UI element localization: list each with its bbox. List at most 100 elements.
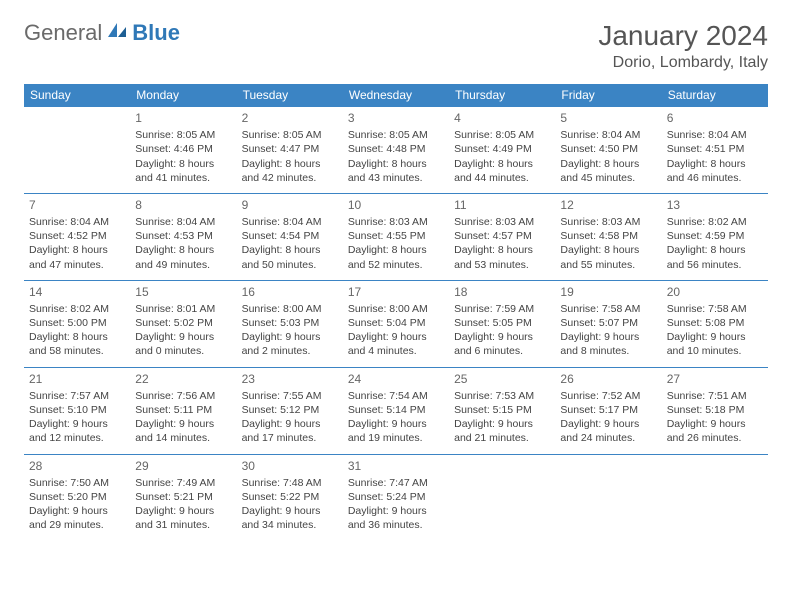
page-header: General Blue January 2024 Dorio, Lombard… (24, 20, 768, 72)
daylight-line: Daylight: 8 hours and 49 minutes. (135, 243, 231, 271)
location-subtitle: Dorio, Lombardy, Italy (598, 54, 768, 72)
sunset-line: Sunset: 5:11 PM (135, 403, 231, 417)
daylight-line: Daylight: 9 hours and 19 minutes. (348, 417, 444, 445)
sunrise-line: Sunrise: 7:50 AM (29, 476, 125, 490)
calendar-cell: 9Sunrise: 8:04 AMSunset: 4:54 PMDaylight… (237, 193, 343, 280)
daylight-line: Daylight: 9 hours and 21 minutes. (454, 417, 550, 445)
calendar-row: 28 Sunrise: 7:50 AMSunset: 5:20 PM Dayligh… (24, 454, 768, 540)
calendar-cell: 12Sunrise: 8:03 AMSunset: 4:58 PMDayligh… (555, 193, 661, 280)
day-number: 12 (560, 197, 656, 213)
day-number: 9 (242, 197, 338, 213)
sunrise-line: Sunrise: 8:04 AM (242, 215, 338, 229)
calendar-cell: 24 Sunrise: 7:54 AMSunset: 5:14 PMDayligh… (343, 367, 449, 454)
day-number: 28 (29, 458, 125, 474)
sunset-line: Sunset: 4:49 PM (454, 142, 550, 156)
sunset-line: Sunset: 4:58 PM (560, 229, 656, 243)
sunrise-line: Sunrise: 8:05 AM (135, 128, 231, 142)
day-number: 15 (135, 284, 231, 300)
weekday-header: Monday (130, 84, 236, 107)
day-number: 23 (242, 371, 338, 387)
calendar-cell-empty (555, 454, 661, 540)
calendar-cell: 20Sunrise: 7:58 AMSunset: 5:08 PMDayligh… (662, 280, 768, 367)
calendar-cell: 7Sunrise: 8:04 AMSunset: 4:52 PMDaylight… (24, 193, 130, 280)
day-number: 31 (348, 458, 444, 474)
sunrise-line: Sunrise: 8:04 AM (667, 128, 763, 142)
calendar-cell: 22Sunrise: 7:56 AMSunset: 5:11 PMDayligh… (130, 367, 236, 454)
daylight-line: Daylight: 9 hours and 6 minutes. (454, 330, 550, 358)
sunrise-line: Sunrise: 7:48 AM (242, 476, 338, 490)
sunrise-line: Sunrise: 7:47 AM (348, 476, 444, 490)
day-number: 30 (242, 458, 338, 474)
sunrise-line: Sunrise: 8:05 AM (242, 128, 338, 142)
day-number: 18 (454, 284, 550, 300)
daylight-line: Daylight: 8 hours and 47 minutes. (29, 243, 125, 271)
day-number: 1 (135, 110, 231, 126)
logo-sail-icon (106, 21, 128, 46)
sunset-line: Sunset: 5:21 PM (135, 490, 231, 504)
daylight-line: Daylight: 9 hours and 2 minutes. (242, 330, 338, 358)
calendar-cell: 23Sunrise: 7:55 AMSunset: 5:12 PMDayligh… (237, 367, 343, 454)
sunset-line: Sunset: 4:50 PM (560, 142, 656, 156)
daylight-line: Daylight: 9 hours and 31 minutes. (135, 504, 231, 532)
sunrise-line: Sunrise: 7:58 AM (560, 302, 656, 316)
calendar-row: 14Sunrise: 8:02 AMSunset: 5:00 PMDayligh… (24, 280, 768, 367)
day-number: 29 (135, 458, 231, 474)
weekday-header: Sunday (24, 84, 130, 107)
day-number: 3 (348, 110, 444, 126)
calendar-cell: 4Sunrise: 8:05 AMSunset: 4:49 PMDaylight… (449, 107, 555, 194)
day-number: 24 (348, 371, 444, 387)
sunset-line: Sunset: 4:47 PM (242, 142, 338, 156)
calendar-cell: 10Sunrise: 8:03 AMSunset: 4:55 PMDayligh… (343, 193, 449, 280)
sunrise-line: Sunrise: 8:02 AM (667, 215, 763, 229)
calendar-cell: 26Sunrise: 7:52 AMSunset: 5:17 PMDayligh… (555, 367, 661, 454)
day-number: 10 (348, 197, 444, 213)
sunset-line: Sunset: 5:03 PM (242, 316, 338, 330)
sunset-line: Sunset: 4:48 PM (348, 142, 444, 156)
daylight-line: Daylight: 9 hours and 10 minutes. (667, 330, 763, 358)
sunset-line: Sunset: 4:46 PM (135, 142, 231, 156)
daylight-line: Daylight: 9 hours and 14 minutes. (135, 417, 231, 445)
logo-text-general: General (24, 20, 102, 46)
calendar-cell: 1Sunrise: 8:05 AMSunset: 4:46 PMDaylight… (130, 107, 236, 194)
sunrise-line: Sunrise: 8:03 AM (348, 215, 444, 229)
weekday-header: Friday (555, 84, 661, 107)
daylight-line: Daylight: 8 hours and 53 minutes. (454, 243, 550, 271)
weekday-header: Thursday (449, 84, 555, 107)
day-number: 25 (454, 371, 550, 387)
calendar-cell: 21Sunrise: 7:57 AMSunset: 5:10 PMDayligh… (24, 367, 130, 454)
sunrise-line: Sunrise: 8:00 AM (348, 302, 444, 316)
sunrise-line: Sunrise: 7:54 AM (348, 389, 444, 403)
sunset-line: Sunset: 5:04 PM (348, 316, 444, 330)
day-number: 6 (667, 110, 763, 126)
day-number: 4 (454, 110, 550, 126)
daylight-line: Daylight: 8 hours and 52 minutes. (348, 243, 444, 271)
sunset-line: Sunset: 4:54 PM (242, 229, 338, 243)
sunset-line: Sunset: 5:24 PM (348, 490, 444, 504)
day-number: 20 (667, 284, 763, 300)
day-number: 5 (560, 110, 656, 126)
sunrise-line: Sunrise: 7:57 AM (29, 389, 125, 403)
sunrise-line: Sunrise: 7:53 AM (454, 389, 550, 403)
logo-text-blue: Blue (132, 20, 180, 46)
sunrise-line: Sunrise: 8:04 AM (135, 215, 231, 229)
sunrise-line: Sunrise: 7:52 AM (560, 389, 656, 403)
sunset-line: Sunset: 5:20 PM (29, 490, 125, 504)
daylight-line: Daylight: 8 hours and 45 minutes. (560, 157, 656, 185)
sunset-line: Sunset: 5:22 PM (242, 490, 338, 504)
daylight-line: Daylight: 9 hours and 4 minutes. (348, 330, 444, 358)
sunset-line: Sunset: 4:52 PM (29, 229, 125, 243)
sunset-line: Sunset: 5:14 PM (348, 403, 444, 417)
calendar-cell-empty (449, 454, 555, 540)
sunrise-line: Sunrise: 8:05 AM (454, 128, 550, 142)
daylight-line: Daylight: 8 hours and 56 minutes. (667, 243, 763, 271)
day-number: 14 (29, 284, 125, 300)
sunset-line: Sunset: 5:00 PM (29, 316, 125, 330)
sunrise-line: Sunrise: 8:04 AM (560, 128, 656, 142)
sunrise-line: Sunrise: 8:02 AM (29, 302, 125, 316)
sunset-line: Sunset: 4:53 PM (135, 229, 231, 243)
day-number: 2 (242, 110, 338, 126)
daylight-line: Daylight: 8 hours and 58 minutes. (29, 330, 125, 358)
daylight-line: Daylight: 9 hours and 36 minutes. (348, 504, 444, 532)
day-number: 13 (667, 197, 763, 213)
daylight-line: Daylight: 8 hours and 43 minutes. (348, 157, 444, 185)
